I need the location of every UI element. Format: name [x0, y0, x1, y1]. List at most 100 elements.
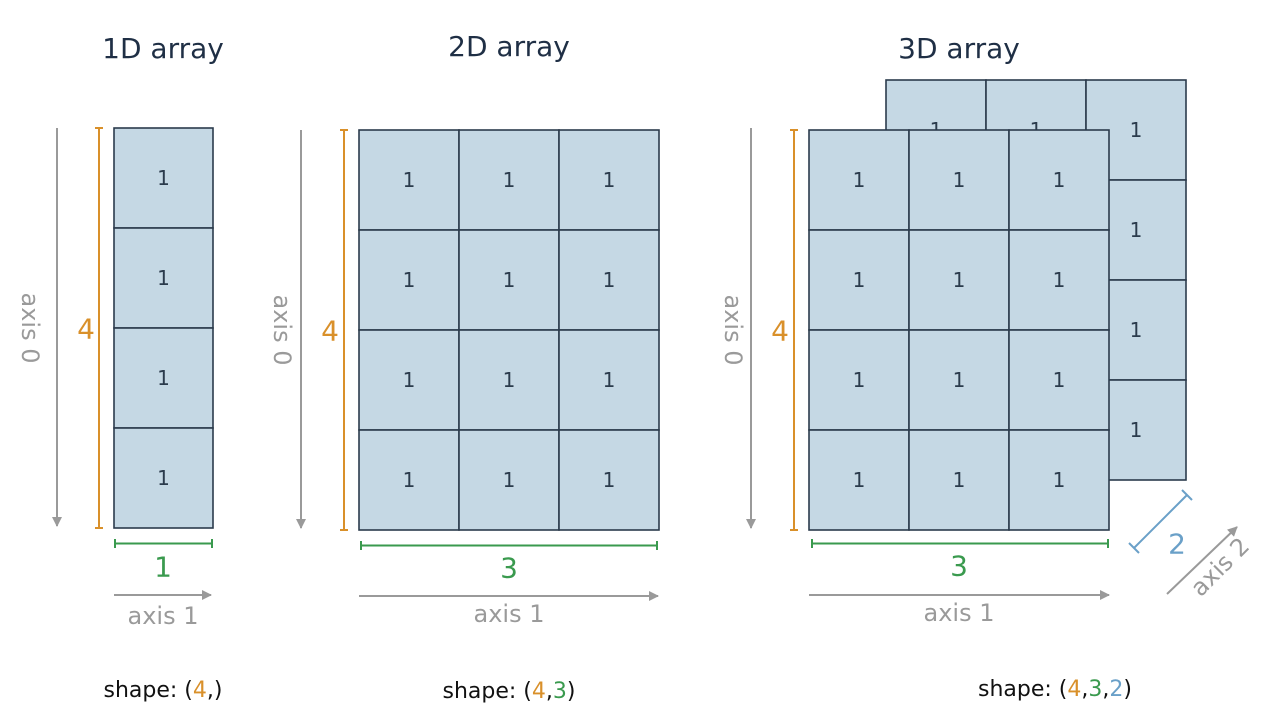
array-3d-axis2-dimension [1128, 489, 1193, 554]
array-2d-cell-box [558, 429, 660, 531]
array-3d-axis0-size: 4 [771, 315, 789, 348]
array-3d-front-cell-value: 1 [953, 168, 966, 192]
array-3d-front-cell-value: 1 [853, 468, 866, 492]
array-2d-cell: 1 [358, 229, 460, 331]
array-2d-axis0-label: axis 0 [268, 295, 296, 366]
array-3d-front-cell: 1 [808, 429, 910, 531]
array-2d-cell: 1 [458, 229, 560, 331]
array-2d-axis1-size: 3 [500, 552, 518, 585]
array-3d-front-cell-box [908, 229, 1010, 331]
array-2d-cell-box [458, 429, 560, 531]
array-3d-front-cell-box [1008, 429, 1110, 531]
array-2d-title: 2D array [448, 30, 570, 63]
array-2d-cell: 1 [358, 429, 460, 531]
array-2d-cell-box [458, 129, 560, 231]
array-3d-front-cell: 1 [908, 329, 1010, 431]
array-1d-cell-value: 1 [157, 366, 170, 390]
array-3d-front-cell-value: 1 [853, 268, 866, 292]
array-2d-panel: 2D array 1 1 11 1 11 1 11 1 1 axis 0 4 3 axis 1 … [268, 30, 660, 704]
array-3d-front-cell-value: 1 [953, 268, 966, 292]
array-2d-cell: 1 [558, 429, 660, 531]
array-3d-front-layer: 1 1 1 1 1 1 1 1 1 1 1 1 [808, 129, 1110, 531]
array-3d-axis2-size: 2 [1168, 528, 1186, 561]
array-1d-axis0-size: 4 [77, 313, 95, 346]
array-3d-shape: shape: (4,3,2) [978, 677, 1132, 702]
array-3d-front-cell-box [908, 429, 1010, 531]
array-3d-title: 3D array [898, 32, 1020, 65]
array-2d-cell: 1 [458, 429, 560, 531]
array-2d-cell-value: 1 [403, 368, 416, 392]
array-3d-front-cell: 1 [1008, 129, 1110, 231]
array-1d-shape: shape: (4,) [104, 678, 223, 703]
array-3d-front-cell-box [908, 329, 1010, 431]
array-3d-back-cell-value: 1 [1130, 218, 1143, 242]
array-3d-front-cell-value: 1 [853, 168, 866, 192]
array-3d-front-cell: 1 [908, 229, 1010, 331]
array-2d-cell: 1 [458, 329, 560, 431]
array-1d-axis1-size: 1 [154, 551, 172, 584]
array-3d-axis1-label: axis 1 [924, 599, 995, 627]
array-3d-front-cell: 1 [1008, 229, 1110, 331]
array-2d-cell-value: 1 [503, 168, 516, 192]
array-2d-cell-value: 1 [503, 268, 516, 292]
array-3d-axis2-arrow [1166, 526, 1238, 595]
array-3d-front-cell-box [908, 129, 1010, 231]
array-2d-cell: 1 [558, 329, 660, 431]
array-2d-cell: 1 [558, 229, 660, 331]
array-2d-cell: 1 [558, 129, 660, 231]
array-2d-cell-value: 1 [503, 468, 516, 492]
array-1d-axis1-label: axis 1 [128, 602, 199, 630]
array-2d-cell-value: 1 [503, 368, 516, 392]
array-2d-cell-value: 1 [603, 268, 616, 292]
array-1d-cell-value: 1 [157, 166, 170, 190]
array-3d-front-cell-box [1008, 229, 1110, 331]
array-2d-cell-value: 1 [603, 368, 616, 392]
array-2d-grid: 1 1 1 1 1 1 1 1 1 1 1 1 [358, 129, 660, 531]
array-3d-front-cell-value: 1 [1053, 268, 1066, 292]
array-2d-cell-box [458, 329, 560, 431]
array-3d-back-cell-value: 1 [1130, 418, 1143, 442]
array-3d-front-cell: 1 [1008, 429, 1110, 531]
array-3d-front-cell-value: 1 [1053, 468, 1066, 492]
array-3d-front-cell: 1 [908, 429, 1010, 531]
array-1d-grid: 1 1 1 1 [113, 127, 214, 529]
array-2d-axis0-dimension [340, 129, 348, 531]
array-3d-back-cell-value: 1 [1130, 118, 1143, 142]
array-1d-panel: 1D array 1 1 1 1 axis 0 4 1 axis 1 shape: (… [16, 32, 224, 703]
array-1d-cell: 1 [113, 227, 214, 329]
array-1d-cell: 1 [113, 427, 214, 529]
array-2d-cell-value: 1 [603, 168, 616, 192]
array-3d-front-cell-box [808, 229, 910, 331]
array-3d-axis1-size: 3 [950, 550, 968, 583]
array-3d-back-cell-value: 1 [1130, 318, 1143, 342]
array-1d-cell-value: 1 [157, 466, 170, 490]
array-1d-cell-value: 1 [157, 266, 170, 290]
array-3d-front-cell-value: 1 [953, 468, 966, 492]
array-1d-axis1-dimension [114, 539, 213, 548]
array-2d-shape: shape: (4,3) [443, 679, 576, 704]
array-1d-axis0-label: axis 0 [16, 293, 44, 364]
array-1d-cell-box [113, 227, 214, 329]
array-2d-cell-value: 1 [603, 468, 616, 492]
array-1d-title: 1D array [102, 32, 224, 65]
array-1d-cell-box [113, 427, 214, 529]
array-2d-cell-value: 1 [403, 468, 416, 492]
array-1d-cell-box [113, 327, 214, 429]
array-1d-cell: 1 [113, 127, 214, 229]
array-2d-cell: 1 [358, 129, 460, 231]
array-2d-cell-box [358, 429, 460, 531]
array-3d-front-cell-value: 1 [853, 368, 866, 392]
array-2d-axis1-label: axis 1 [474, 600, 545, 628]
array-3d-axis0-label: axis 0 [719, 295, 747, 366]
array-3d-front-cell-value: 1 [1053, 168, 1066, 192]
array-2d-axis0-size: 4 [321, 315, 339, 348]
array-2d-cell-value: 1 [403, 268, 416, 292]
array-2d-cell-value: 1 [403, 168, 416, 192]
array-3d-axis1-dimension [811, 539, 1109, 548]
array-1d-axis0-dimension [95, 127, 103, 529]
array-3d-front-cell-box [808, 429, 910, 531]
array-2d-cell-box [358, 329, 460, 431]
array-3d-front-cell-box [808, 129, 910, 231]
